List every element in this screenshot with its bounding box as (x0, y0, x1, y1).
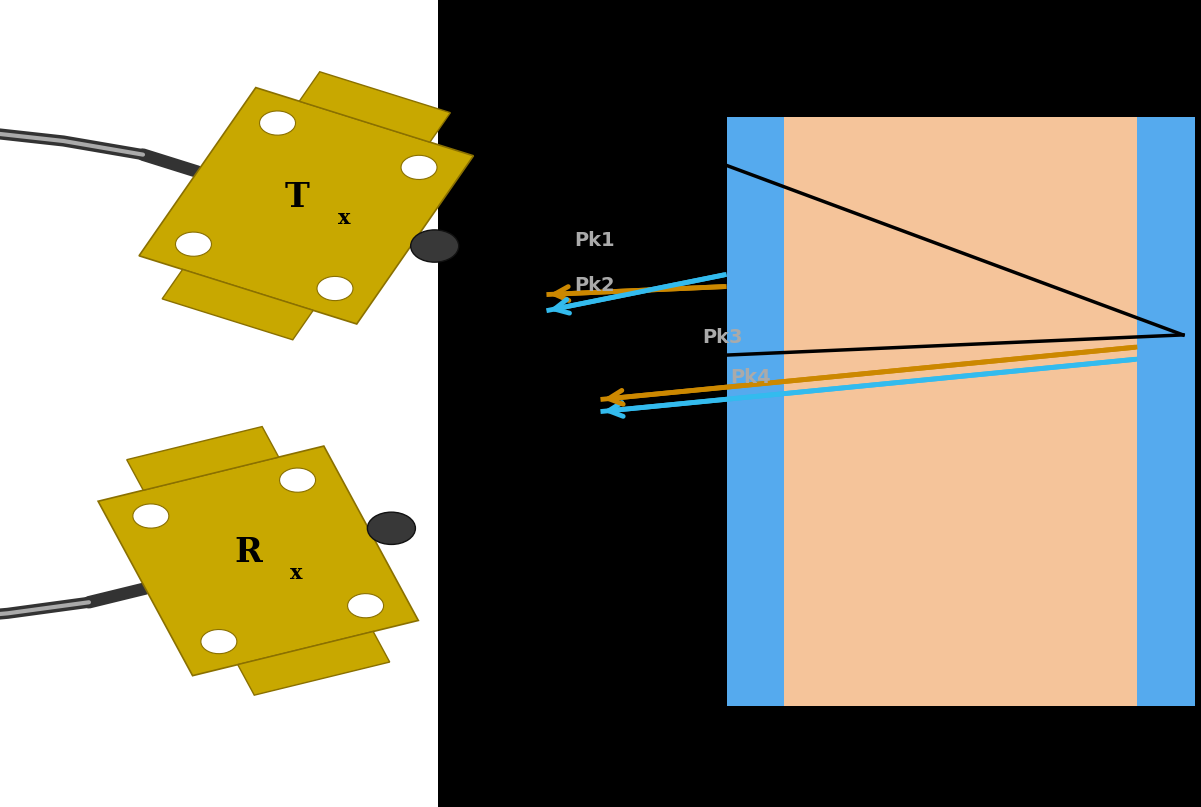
Circle shape (175, 232, 211, 257)
Text: Pk1: Pk1 (574, 231, 615, 250)
Bar (162, 270, 313, 340)
Bar (299, 72, 450, 142)
Circle shape (347, 594, 383, 618)
Circle shape (411, 230, 459, 262)
Text: x: x (339, 208, 351, 228)
Text: x: x (291, 563, 303, 583)
Text: Pk2: Pk2 (574, 275, 615, 295)
Bar (139, 88, 473, 324)
Text: T: T (285, 182, 309, 214)
Text: R: R (234, 537, 263, 569)
Bar (0, 0, 438, 807)
Bar (127, 427, 279, 490)
Bar (727, 117, 1195, 706)
Circle shape (368, 512, 416, 545)
Text: Pk3: Pk3 (703, 328, 743, 347)
Text: Pk4: Pk4 (730, 368, 771, 387)
Bar (784, 117, 1137, 706)
Circle shape (201, 629, 237, 654)
Bar (238, 632, 389, 695)
Bar (98, 446, 418, 675)
Circle shape (401, 155, 437, 179)
Circle shape (317, 277, 353, 301)
Bar (438, 0, 1201, 807)
Circle shape (280, 468, 316, 492)
Circle shape (133, 504, 169, 528)
Circle shape (259, 111, 295, 135)
